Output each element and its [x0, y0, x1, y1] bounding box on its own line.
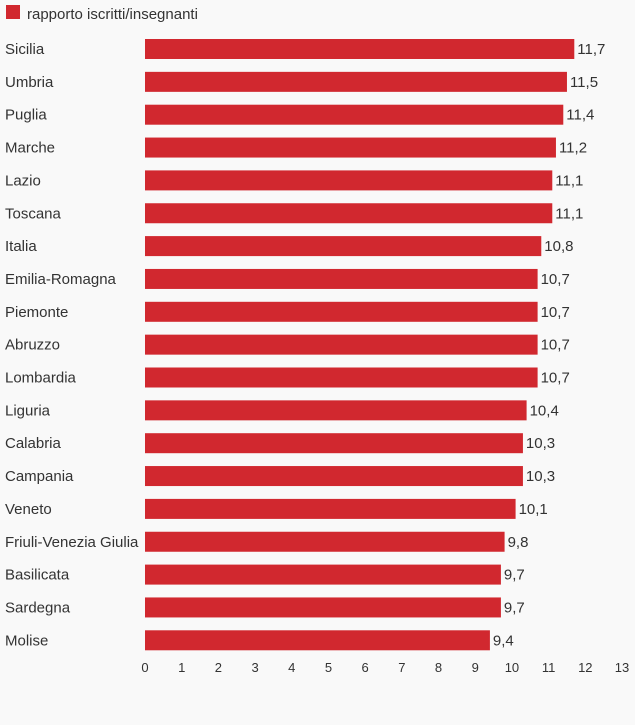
value-label: 10,3 — [526, 468, 555, 485]
category-label: Campania — [5, 468, 74, 485]
x-tick-label: 6 — [362, 660, 369, 675]
value-label: 11,7 — [577, 41, 605, 58]
bar — [145, 268, 538, 289]
bar — [145, 137, 556, 158]
bar — [145, 400, 527, 421]
bar — [145, 367, 538, 388]
x-tick-label: 8 — [435, 660, 442, 675]
x-tick-label: 13 — [615, 660, 629, 675]
bar — [145, 39, 575, 59]
bar — [145, 170, 553, 191]
bar — [145, 564, 501, 585]
bar — [145, 236, 542, 257]
value-label: 11,1 — [555, 172, 583, 189]
category-label: Emilia-Romagna — [5, 271, 117, 288]
value-label: 9,8 — [508, 534, 529, 551]
bars — [145, 39, 575, 651]
value-label: 10,1 — [519, 501, 548, 518]
category-label: Veneto — [5, 501, 52, 518]
category-label: Italia — [5, 238, 37, 255]
value-label: 10,3 — [526, 435, 555, 452]
value-label: 11,2 — [559, 140, 587, 157]
x-tick-label: 11 — [542, 660, 556, 675]
bar — [145, 597, 501, 618]
x-tick-label: 7 — [398, 660, 405, 675]
category-label: Lazio — [5, 172, 41, 189]
x-tick-label: 12 — [578, 660, 592, 675]
value-label: 10,8 — [544, 238, 573, 255]
x-tick-label: 1 — [178, 660, 185, 675]
bar — [145, 630, 490, 651]
bar — [145, 71, 567, 92]
bar — [145, 498, 516, 519]
legend-swatch — [6, 5, 20, 19]
x-tick-label: 2 — [215, 660, 222, 675]
category-label: Molise — [5, 632, 48, 649]
category-labels: Sicilia Umbria Puglia Marche Lazio Toscana Ita… — [5, 41, 139, 649]
category-label: Puglia — [5, 107, 47, 124]
bar — [145, 433, 523, 454]
x-tick-label: 9 — [472, 660, 479, 675]
value-label: 10,7 — [541, 304, 570, 321]
value-label: 10,7 — [541, 370, 570, 387]
x-tick-label: 10 — [505, 660, 519, 675]
category-label: Calabria — [5, 435, 62, 452]
category-label: Piemonte — [5, 304, 68, 321]
x-tick-label: 3 — [251, 660, 258, 675]
value-label: 9,7 — [504, 599, 525, 616]
bar — [145, 531, 505, 552]
value-label: 11,5 — [570, 74, 598, 91]
category-label: Marche — [5, 140, 55, 157]
x-tick-label: 4 — [288, 660, 295, 675]
x-tick-label: 0 — [141, 660, 148, 675]
category-label: Sardegna — [5, 599, 71, 616]
category-label: Basilicata — [5, 567, 70, 584]
value-label: 11,4 — [566, 107, 594, 124]
value-label: 9,4 — [493, 632, 514, 649]
value-label: 9,7 — [504, 567, 525, 584]
value-label: 10,4 — [530, 402, 559, 419]
legend: rapporto iscritti/insegnanti — [6, 5, 198, 23]
x-axis-ticks: 0 1 2 3 4 5 6 7 8 9 10 11 12 13 — [141, 660, 629, 675]
category-label: Toscana — [5, 205, 62, 222]
value-label: 11,1 — [555, 205, 583, 222]
category-label: Sicilia — [5, 41, 45, 58]
legend-label: rapporto iscritti/insegnanti — [27, 6, 198, 23]
category-label: Lombardia — [5, 370, 77, 387]
bar — [145, 466, 523, 487]
x-tick-label: 5 — [325, 660, 332, 675]
category-label: Umbria — [5, 74, 54, 91]
category-label: Abruzzo — [5, 337, 60, 354]
category-label: Liguria — [5, 402, 51, 419]
bar — [145, 104, 564, 125]
category-label: Friuli-Venezia Giulia — [5, 534, 139, 551]
bar — [145, 334, 538, 355]
bar — [145, 301, 538, 322]
bar — [145, 203, 553, 224]
value-labels: 11,7 11,5 11,4 11,2 11,1 11,1 10,8 10,7 10,7 10,7… — [493, 41, 605, 649]
value-label: 10,7 — [541, 337, 570, 354]
value-label: 10,7 — [541, 271, 570, 288]
